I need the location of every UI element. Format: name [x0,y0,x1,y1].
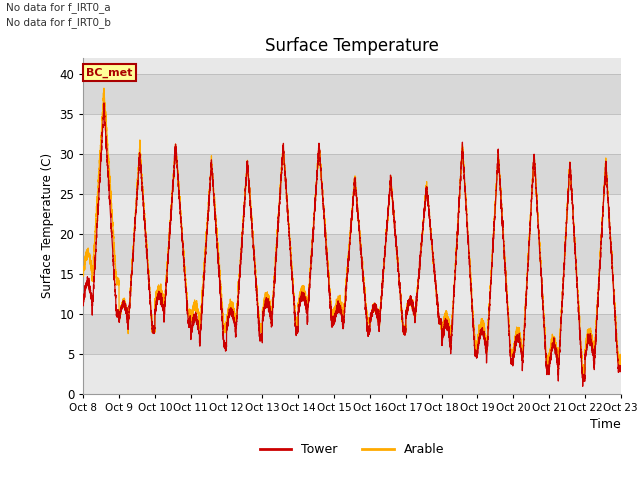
Text: BC_met: BC_met [86,68,132,78]
Bar [83,313,621,354]
Bar [83,154,621,193]
Text: No data for f_IRT0_b: No data for f_IRT0_b [6,17,111,28]
Bar [83,234,621,274]
Bar [83,114,621,154]
X-axis label: Time: Time [590,418,621,431]
Bar [83,73,621,114]
Bar [83,193,621,234]
Bar [83,274,621,313]
Text: No data for f_IRT0_a: No data for f_IRT0_a [6,2,111,13]
Title: Surface Temperature: Surface Temperature [265,36,439,55]
Y-axis label: Surface Temperature (C): Surface Temperature (C) [41,153,54,298]
Legend: Tower, Arable: Tower, Arable [255,438,449,461]
Bar [83,354,621,394]
